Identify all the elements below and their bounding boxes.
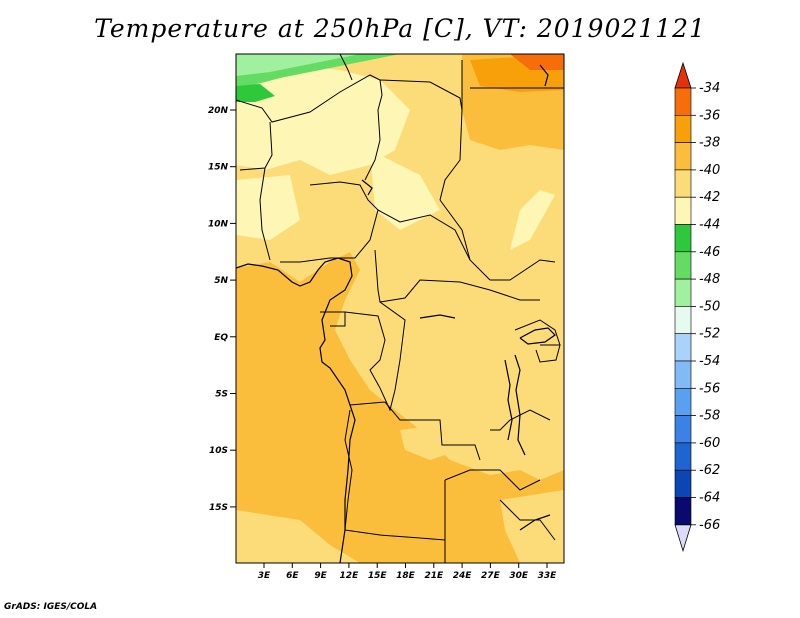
colorbar-label: -66 — [699, 518, 720, 533]
colorbar-label: -52 — [699, 327, 720, 342]
colorbar-label: -46 — [699, 245, 720, 260]
field-minus40-zambia — [400, 425, 460, 460]
colorbar-label: -42 — [699, 190, 720, 205]
colorbar-label: -44 — [699, 218, 720, 233]
lat-tick-label: EQ — [214, 333, 228, 343]
colorbar-segment — [674, 224, 692, 253]
lon-axis: 3E 6E 9E 12E 15E 18E 21E 24E 27E 30E 33E — [258, 563, 557, 581]
lat-tick-label: 5S — [215, 390, 228, 400]
colorbar-segment — [674, 278, 692, 307]
colorbar-segment — [674, 169, 692, 198]
colorbar-segment — [674, 196, 692, 225]
colorbar-segment — [674, 497, 692, 526]
temperature-field — [236, 54, 564, 563]
lon-tick-label: 15E — [368, 571, 388, 581]
colorbar-segment — [674, 115, 692, 143]
field-minus42-sudan — [510, 190, 555, 250]
colorbar-label: -48 — [699, 272, 720, 287]
lon-tick-label: 6E — [286, 571, 299, 581]
field-minus38-south — [236, 252, 564, 563]
lon-tick-label: 33E — [538, 571, 558, 581]
colorbar-segment — [674, 469, 692, 498]
field-minus42-north — [236, 66, 410, 175]
lat-tick-label: 15S — [209, 503, 228, 513]
colorbar-bottom-arrow — [674, 524, 692, 553]
colorbar-label: -34 — [699, 81, 720, 96]
colorbar-segment — [674, 333, 692, 362]
lon-tick-label: 30E — [509, 571, 529, 581]
colorbar-segment — [674, 251, 692, 280]
lat-axis: 20N 15N 10N 5N EQ 5S 10S 15S — [208, 106, 236, 513]
colorbar-segment — [674, 442, 692, 471]
field-minus48 — [236, 54, 360, 76]
colorbar-top-arrow — [674, 61, 692, 89]
colorbar-label: -58 — [699, 409, 720, 424]
field-minus42-west — [236, 175, 300, 240]
colorbar-segment — [674, 415, 692, 444]
colorbar-label: -50 — [699, 299, 720, 314]
colorbar-label: -62 — [699, 463, 720, 478]
colorbar-segment — [674, 87, 692, 116]
field-minus42-chad — [370, 150, 440, 230]
lat-tick-label: 10S — [209, 446, 228, 456]
colorbar: -34 -36 -38 -40 -42 -44 -46 -48 -50 -52 -54 -56 -58 -… — [674, 61, 720, 553]
colorbar-segment — [674, 360, 692, 389]
field-minus40-sw — [236, 510, 360, 563]
lat-tick-label: 15N — [208, 163, 229, 173]
colorbar-label: -56 — [699, 381, 720, 396]
lat-tick-label: 10N — [208, 219, 229, 229]
lat-tick-label: 20N — [208, 106, 229, 116]
colorbar-label: -40 — [699, 163, 720, 178]
lon-tick-label: 3E — [258, 571, 271, 581]
field-minus34-ne — [510, 54, 564, 70]
lon-tick-label: 18E — [396, 571, 416, 581]
colorbar-segment — [674, 387, 692, 416]
colorbar-segment — [674, 142, 692, 171]
colorbar-label: -36 — [699, 108, 720, 123]
map-frame — [235, 53, 565, 564]
coastline — [236, 64, 556, 563]
lon-tick-label: 21E — [424, 571, 444, 581]
field-minus40-se — [500, 490, 564, 563]
grads-credit: GrADS: IGES/COLA — [4, 602, 98, 612]
colorbar-segment — [674, 306, 692, 334]
lat-tick-label: 5N — [214, 276, 228, 286]
lon-tick-label: 27E — [481, 571, 501, 581]
lon-tick-label: 12E — [340, 571, 360, 581]
field-minus44 — [236, 84, 275, 102]
colorbar-label: -60 — [699, 436, 720, 451]
chart-title: Temperature at 250hPa [C], VT: 201902112… — [94, 14, 706, 43]
colorbar-label: -64 — [699, 491, 720, 506]
lon-tick-label: 24E — [453, 571, 473, 581]
colorbar-label: -38 — [699, 136, 720, 151]
colorbar-label: -54 — [699, 354, 720, 369]
lon-tick-label: 9E — [314, 571, 327, 581]
country-borders — [236, 54, 564, 563]
